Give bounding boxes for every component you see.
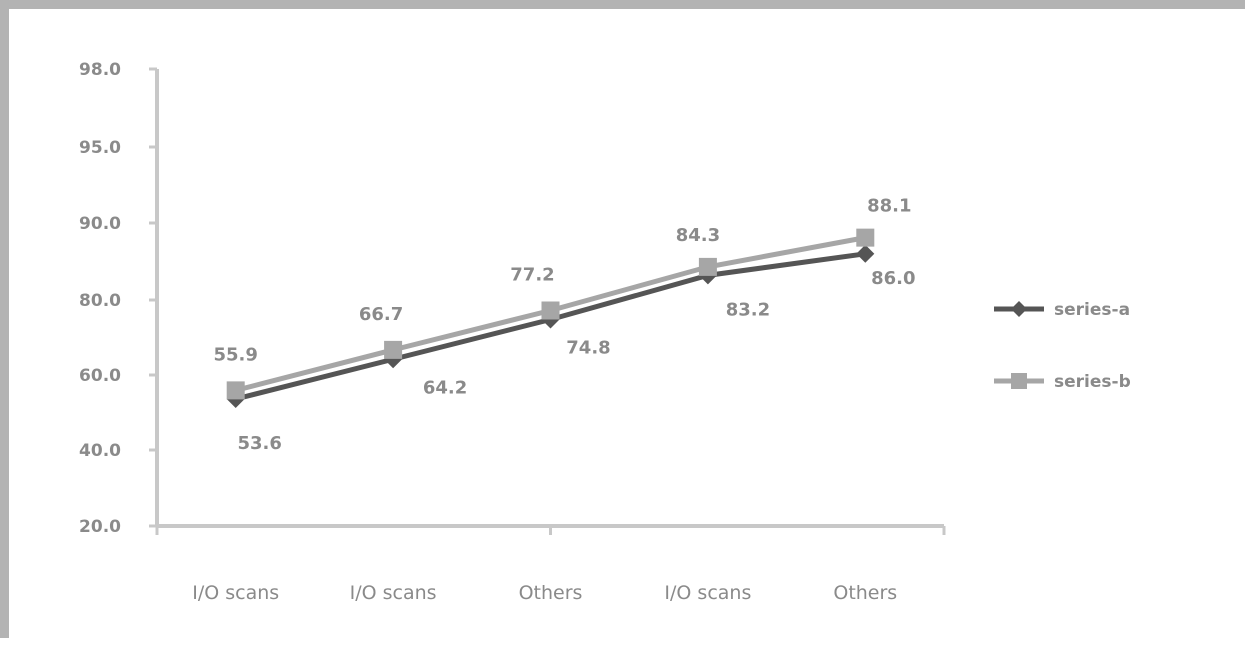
chart: 20.0 40.0 60.0 80.0 90.0 95.0 98.0 I/O scans I/O…: [79, 60, 1131, 604]
y-tick-label: 95.0: [79, 138, 121, 158]
data-label: 83.2: [726, 299, 770, 320]
y-tick-label: 20.0: [79, 517, 121, 537]
data-label: 74.8: [566, 338, 610, 359]
legend-swatch-marker: [1011, 301, 1027, 317]
x-tick-label: Others: [833, 582, 897, 604]
x-tick-label: Others: [519, 582, 583, 604]
data-label: 86.0: [871, 268, 915, 289]
series-marker: [856, 244, 875, 263]
data-label: 66.7: [359, 304, 403, 325]
series-marker: [856, 228, 875, 247]
series-marker: [384, 340, 403, 359]
y-tick-label: 40.0: [79, 441, 121, 461]
data-label: 84.3: [676, 225, 720, 246]
data-label: 88.1: [867, 196, 911, 217]
x-tick-label: I/O scans: [664, 582, 751, 604]
series-marker: [226, 381, 245, 400]
y-tick-label: 60.0: [79, 366, 121, 386]
series-marker: [541, 301, 560, 320]
y-tick-label: 90.0: [79, 214, 121, 234]
data-label: 77.2: [510, 265, 554, 286]
data-label: 64.2: [423, 377, 467, 398]
legend-label: series-a: [1054, 300, 1130, 320]
series-marker: [698, 257, 717, 276]
legend-swatch-marker: [1011, 373, 1027, 389]
y-tick-label: 80.0: [79, 291, 121, 311]
data-label: 55.9: [213, 344, 257, 365]
data-label: 53.6: [237, 433, 281, 454]
x-tick-label: I/O scans: [350, 582, 437, 604]
x-tick-label: I/O scans: [192, 582, 279, 604]
legend-label: series-b: [1054, 372, 1131, 392]
y-tick-label: 98.0: [79, 60, 121, 80]
